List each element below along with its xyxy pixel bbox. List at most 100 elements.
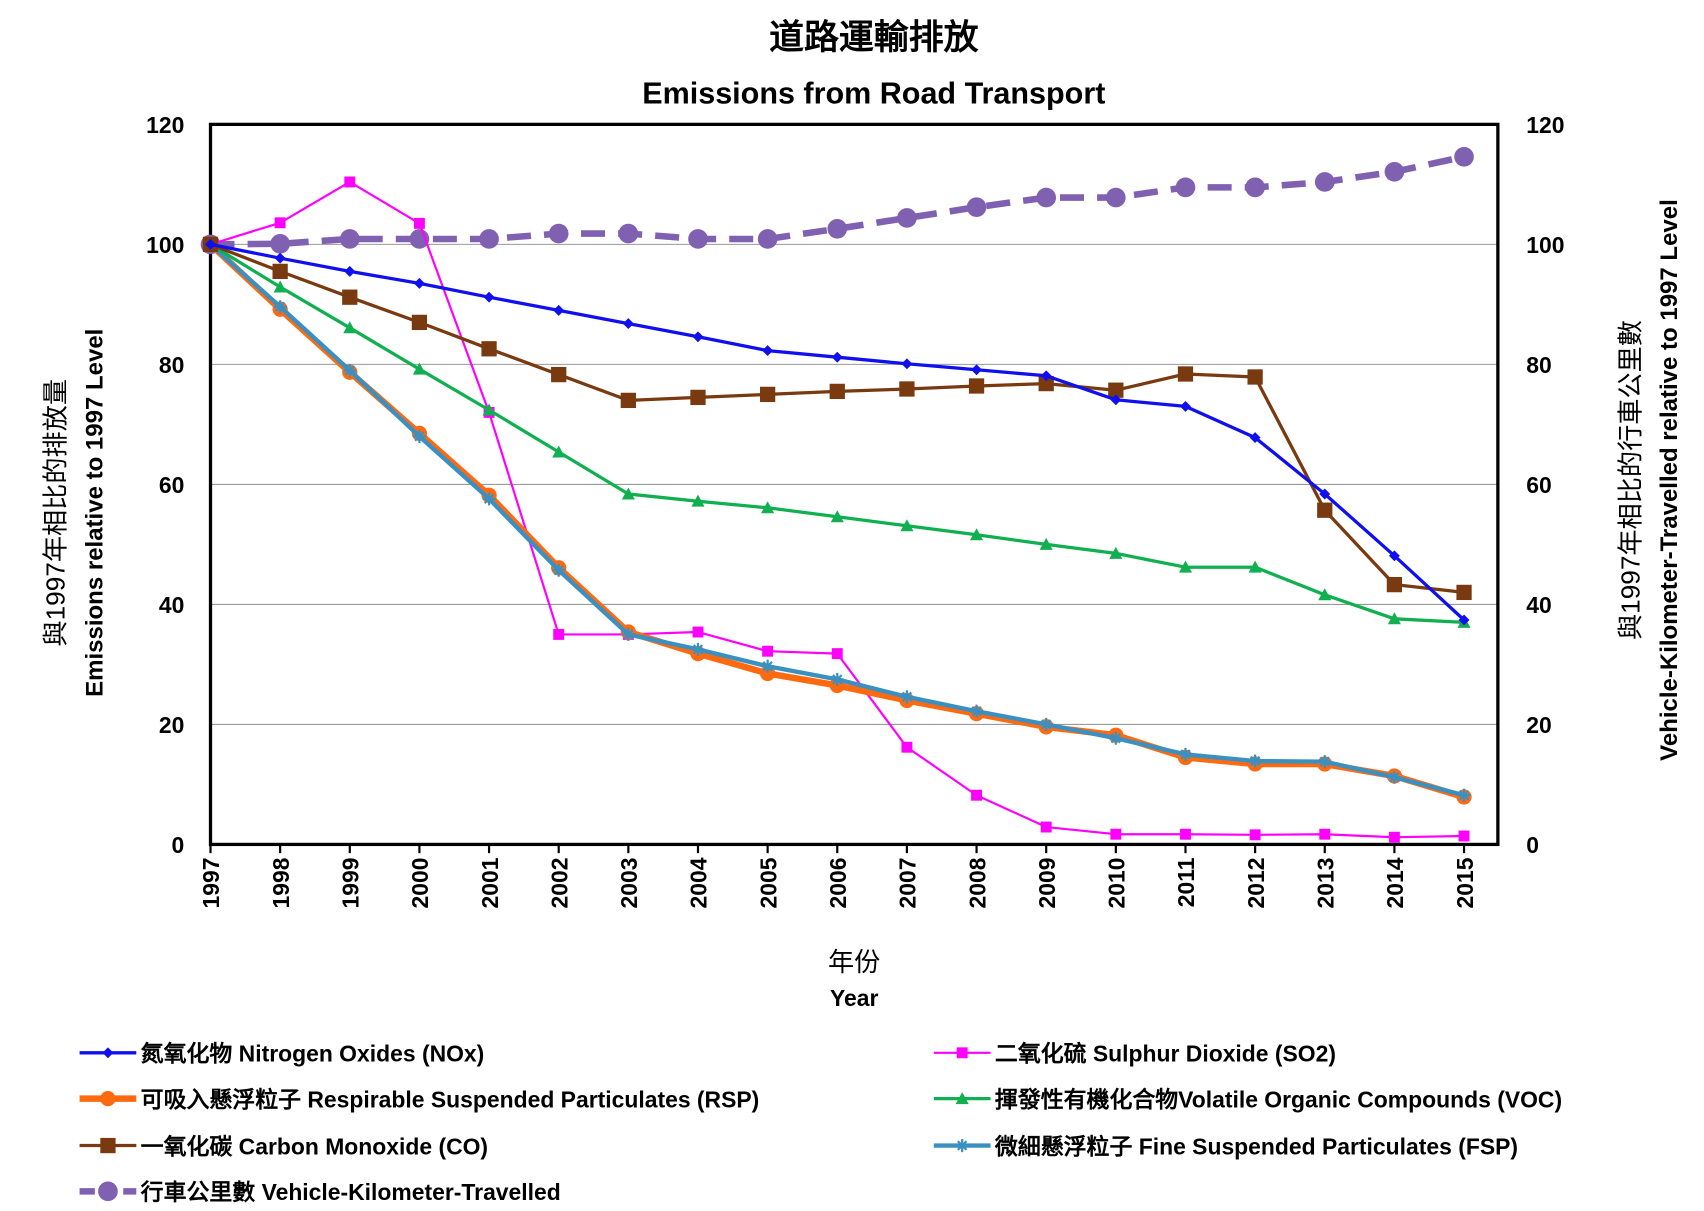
data-point <box>1318 588 1332 601</box>
data-point <box>1248 754 1262 768</box>
data-point <box>479 229 499 249</box>
y-tick-label: 120 <box>146 112 184 138</box>
x-tick-label: 2010 <box>1104 858 1130 909</box>
x-tick-label: 2000 <box>407 858 433 909</box>
x-tick-label: 1998 <box>268 857 294 908</box>
x-tick-label: 2005 <box>755 857 781 908</box>
y2-tick-label: 40 <box>1526 592 1551 618</box>
x-tick-label: 2011 <box>1173 857 1199 907</box>
data-point <box>1248 560 1262 573</box>
y-tick-label: 40 <box>159 592 184 618</box>
x-tick-label: 2003 <box>616 858 642 909</box>
data-point <box>552 445 566 458</box>
data-point <box>899 381 915 397</box>
data-point <box>1109 546 1123 559</box>
data-point <box>897 208 917 228</box>
data-point <box>620 392 636 409</box>
legend-item: 微細懸浮粒子 Fine Suspended Particulates (FSP) <box>933 1133 1518 1159</box>
legend-marker <box>98 1181 118 1202</box>
legend-label: 氮氧化物 Nitrogen Oxides (NOx) <box>141 1041 485 1067</box>
legend-marker <box>955 1092 969 1105</box>
chart-title: Emissions from Road Transport <box>642 77 1105 111</box>
data-point <box>482 492 496 506</box>
x-axis: 1997 1998 1999 2000 2001 2002 2003 2004 2005 2006… <box>198 844 1478 908</box>
data-point <box>548 223 569 244</box>
data-point <box>827 218 848 239</box>
y-tick-label: 100 <box>146 232 184 258</box>
x-tick-label: 2012 <box>1243 858 1269 909</box>
data-point <box>621 627 635 641</box>
data-point <box>343 321 357 334</box>
x-tick-label: 2004 <box>686 857 712 908</box>
series-line <box>210 242 1466 622</box>
data-point <box>622 318 634 330</box>
data-point <box>1040 370 1052 382</box>
data-point <box>483 291 495 303</box>
x-tick-label: 2013 <box>1312 858 1338 909</box>
data-point <box>1178 747 1193 761</box>
x-tick-label: 2009 <box>1034 858 1060 909</box>
data-point <box>1106 187 1126 208</box>
data-point <box>970 704 984 718</box>
data-point <box>1180 828 1191 840</box>
legend-label: 揮發性有機化合物Volatile Organic Compounds (VOC) <box>995 1086 1562 1112</box>
data-point <box>971 789 983 801</box>
y2-tick-label: 100 <box>1526 232 1564 258</box>
legend-marker <box>100 1137 116 1154</box>
data-point <box>412 362 426 375</box>
data-point <box>413 277 425 289</box>
data-point <box>761 659 775 673</box>
data-point <box>1458 830 1470 842</box>
series-lines <box>200 146 1474 843</box>
data-point <box>1319 488 1331 500</box>
data-point <box>551 366 567 383</box>
data-point <box>759 386 776 403</box>
y2-tick-label: 20 <box>1526 712 1551 738</box>
y-tick-label: 80 <box>159 352 184 378</box>
data-point <box>1110 394 1122 406</box>
data-point <box>1386 576 1403 593</box>
y-tick-label: 60 <box>159 472 184 498</box>
legend-item: 揮發性有機化合物Volatile Organic Compounds (VOC) <box>933 1086 1562 1112</box>
data-point <box>1317 502 1333 518</box>
data-point <box>692 626 704 638</box>
plot-area <box>208 122 1500 847</box>
series-1 <box>205 176 1470 843</box>
data-point <box>621 487 635 500</box>
data-point <box>342 289 358 305</box>
data-point <box>413 217 425 229</box>
y2-axis-label-zh: 與1997年相比的行車公里數 <box>1616 320 1646 640</box>
data-point <box>1454 146 1474 167</box>
y2-tick-label: 80 <box>1526 352 1551 378</box>
data-point <box>1109 731 1123 745</box>
legend-marker <box>100 1090 116 1107</box>
data-point <box>1456 584 1472 601</box>
data-point <box>273 280 287 293</box>
legend: 氮氧化物 Nitrogen Oxides (NOx) 二氧化硫 Sulphur D… <box>79 1041 1562 1205</box>
data-point <box>1457 788 1471 802</box>
data-point <box>1384 161 1405 182</box>
data-point <box>618 223 639 244</box>
legend-label: 微細懸浮粒子 Fine Suspended Particulates (FSP) <box>994 1133 1518 1159</box>
data-point <box>1319 828 1331 840</box>
data-point <box>343 363 357 377</box>
data-point <box>553 304 565 316</box>
data-point <box>412 429 426 443</box>
y2-tick-label: 120 <box>1526 112 1564 138</box>
data-point <box>1387 612 1401 625</box>
data-point <box>692 331 704 343</box>
x-tick-label: 2015 <box>1452 857 1478 908</box>
series-5 <box>203 237 1471 802</box>
data-point <box>762 345 774 357</box>
x-tick-label: 2014 <box>1382 857 1408 908</box>
data-point <box>1180 400 1191 412</box>
data-point <box>1040 821 1052 833</box>
data-point <box>1039 717 1053 731</box>
data-point <box>1314 172 1335 192</box>
data-point <box>1177 366 1194 382</box>
data-point <box>901 741 913 753</box>
data-point <box>900 690 914 704</box>
legend-label: 行車公里數 Vehicle-Kilometer-Travelled <box>140 1179 561 1205</box>
x-tick-label: 2008 <box>964 857 990 908</box>
